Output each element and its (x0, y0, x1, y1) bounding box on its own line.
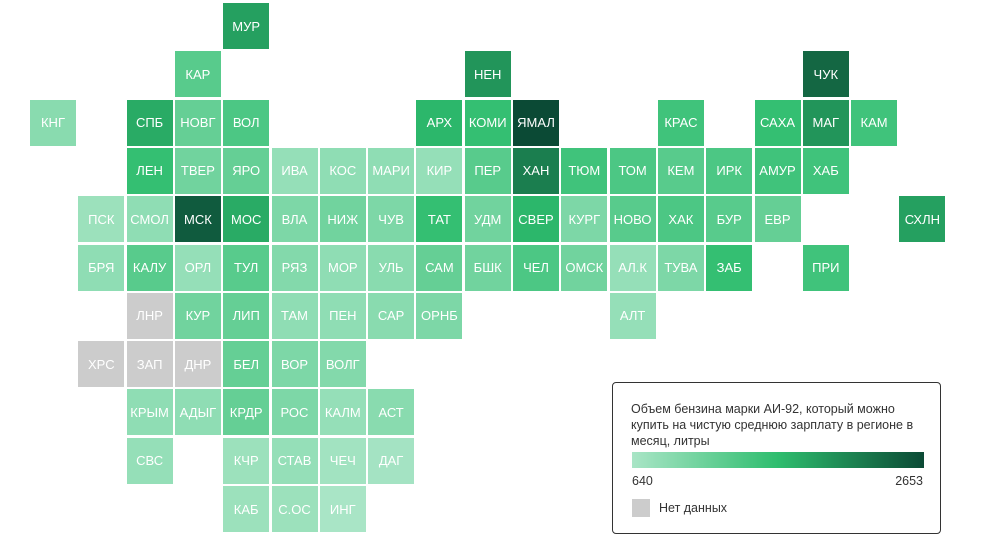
region-tile: ЗАП (126, 341, 173, 388)
region-tile: МУР (223, 3, 270, 49)
region-tile: МАГ (802, 99, 849, 146)
region-tile: ВЛА (271, 196, 318, 243)
region-tile: ЗАБ (706, 244, 753, 291)
color-scale (632, 452, 924, 468)
region-tile: АЛ.К (609, 244, 656, 291)
region-tile: ТВЕР (174, 147, 221, 194)
region-tile: ПЕР (464, 147, 511, 194)
region-tile: ТУВА (657, 244, 704, 291)
region-tile: ЛЕН (126, 147, 173, 194)
region-tile: ДАГ (368, 437, 415, 484)
region-tile: ИНГ (319, 486, 366, 532)
region-tile: РОС (271, 389, 318, 436)
region-tile: АЛТ (609, 292, 656, 339)
region-tile: КАЛУ (126, 244, 173, 291)
region-tile: БУР (706, 196, 753, 243)
region-tile: ДНР (174, 341, 221, 388)
no-data-label: Нет данных (659, 501, 728, 515)
no-data-swatch (632, 499, 650, 517)
region-tile: НЕН (464, 51, 511, 98)
region-tile: ОРЛ (174, 244, 221, 291)
region-tile: ХАН (513, 147, 559, 194)
region-tile: КЕМ (657, 147, 704, 194)
region-tile: ПРИ (802, 244, 849, 291)
region-tile: НОВГ (174, 99, 221, 146)
region-tile: СХЛН (899, 196, 946, 243)
region-tile: ЧУК (802, 51, 849, 98)
region-tile: СВЕР (513, 196, 559, 243)
region-tile: ОРНБ (416, 292, 463, 339)
region-tile: КРАС (657, 99, 704, 146)
region-tile: БРЯ (78, 244, 125, 291)
legend: Объем бензина марки АИ-92, который можно… (612, 382, 941, 534)
region-tile: КИР (416, 147, 463, 194)
region-tile: КЧР (223, 437, 270, 484)
region-tile: БШК (464, 244, 511, 291)
region-tile: САР (368, 292, 415, 339)
region-tile: ХАК (657, 196, 704, 243)
region-tile: КАЛМ (319, 389, 366, 436)
region-tile: ОМСК (561, 244, 608, 291)
region-tile: АСТ (368, 389, 415, 436)
region-tile: ТАТ (416, 196, 463, 243)
region-tile: СПБ (126, 99, 173, 146)
region-tile: ЕВР (754, 196, 801, 243)
region-tile: КРЫМ (126, 389, 173, 436)
region-tile: ВОЛГ (319, 341, 366, 388)
region-tile: УДМ (464, 196, 511, 243)
region-tile: АДЫГ (174, 389, 221, 436)
region-tile: ХАБ (802, 147, 849, 194)
region-tile: ИРК (706, 147, 753, 194)
region-tile: КУР (174, 292, 221, 339)
scale-max: 2653 (895, 474, 923, 488)
region-tile: КНГ (30, 99, 76, 146)
region-tile: ТОМ (609, 147, 656, 194)
region-tile: САМ (416, 244, 463, 291)
region-tile: ВОЛ (223, 99, 270, 146)
region-tile: КАМ (851, 99, 898, 146)
region-tile: АМУР (754, 147, 801, 194)
region-tile: МОР (319, 244, 366, 291)
region-tile: ЛИП (223, 292, 270, 339)
region-tile: ЯРО (223, 147, 270, 194)
region-tile: КУРГ (561, 196, 608, 243)
region-tile: ТЮМ (561, 147, 608, 194)
region-tile: УЛЬ (368, 244, 415, 291)
region-tile: БЕЛ (223, 341, 270, 388)
region-tile: ИВА (271, 147, 318, 194)
region-tile: ЧЕЧ (319, 437, 366, 484)
region-tile: РЯЗ (271, 244, 318, 291)
region-tile: ТАМ (271, 292, 318, 339)
region-tile: МАРИ (368, 147, 415, 194)
region-tile: МСК (174, 196, 221, 243)
region-tile: КОМИ (464, 99, 511, 146)
region-tile: КОС (319, 147, 366, 194)
region-tile: КАР (174, 51, 221, 98)
region-tile: МОС (223, 196, 270, 243)
region-tile: С.ОС (271, 486, 318, 532)
region-tile: ПЕН (319, 292, 366, 339)
region-tile: ЯМАЛ (513, 99, 559, 146)
region-tile: НОВО (609, 196, 656, 243)
region-tile: ЛНР (126, 292, 173, 339)
region-tile: ЧЕЛ (513, 244, 559, 291)
scale-min: 640 (632, 474, 653, 488)
region-tile: НИЖ (319, 196, 366, 243)
region-tile: САХА (754, 99, 801, 146)
region-tile: АРХ (416, 99, 463, 146)
region-tile: ТУЛ (223, 244, 270, 291)
legend-title: Объем бензина марки АИ-92, который можно… (631, 402, 914, 448)
region-tile: СВС (126, 437, 173, 484)
region-tile: СМОЛ (126, 196, 173, 243)
region-tile: СТАВ (271, 437, 318, 484)
region-tile: ВОР (271, 341, 318, 388)
region-tile: ПСК (78, 196, 125, 243)
region-tile: ЧУВ (368, 196, 415, 243)
region-tile: КРДР (223, 389, 270, 436)
region-tile: КАБ (223, 486, 270, 532)
region-tile: ХРС (78, 341, 125, 388)
